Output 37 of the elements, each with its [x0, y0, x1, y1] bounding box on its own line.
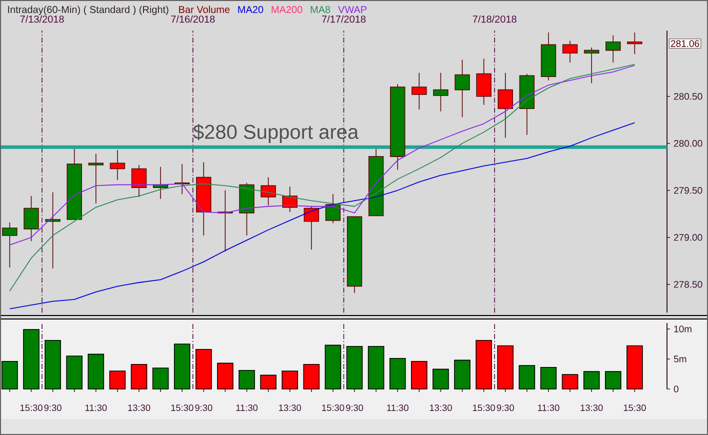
x-tick-label: 13:30: [128, 404, 150, 412]
text: 7/17/2018: [322, 15, 366, 23]
x-tick-label: 15:30: [624, 404, 646, 412]
x-tick-label: 9:30: [496, 404, 514, 412]
x-tick-label: 9:30: [195, 404, 212, 412]
x-tick-label: 13:30: [279, 404, 302, 412]
chart-subtitle: Bar Volume: [179, 6, 230, 14]
x-tick-label: 9:30: [44, 404, 62, 412]
x-tick-label: 15:30: [171, 404, 194, 412]
y-tick-label: 279.00: [674, 234, 702, 241]
y-tick-label: 280.50: [674, 93, 702, 100]
y-tick-label: 278.50: [674, 281, 702, 288]
y-tick-label: 0: [674, 386, 678, 392]
x-tick-label: 15:30: [20, 404, 42, 412]
text: 281.06: [670, 40, 700, 47]
ref-line-label: $280 Support area: [193, 124, 359, 143]
text: 7/13/2018: [20, 15, 64, 23]
y-tick-label: 10m: [674, 326, 692, 332]
text: 7/16/2018: [171, 15, 215, 23]
x-tick-label: 13:30: [580, 404, 603, 412]
chart-title: Intraday(60-Min) ( Standard ) (Right): [8, 6, 168, 16]
x-tick-label: 11:30: [236, 404, 258, 412]
x-tick-label: 11:30: [538, 404, 560, 412]
x-tick-label: 15:30: [322, 404, 344, 412]
text: MA8: [310, 6, 330, 14]
x-tick-label: 9:30: [346, 404, 364, 412]
x-tick-label: 13:30: [430, 404, 452, 412]
y-tick-label: 5m: [674, 356, 686, 362]
y-tick-label: 279.50: [674, 187, 702, 194]
x-tick-label: 11:30: [387, 404, 408, 412]
text: MA20: [238, 6, 264, 14]
y-tick-label: 280.00: [674, 140, 702, 147]
x-tick-label: 11:30: [85, 404, 107, 412]
text: 7/18/2018: [472, 15, 516, 23]
text: VWAP: [338, 6, 367, 13]
x-tick-label: 15:30: [473, 404, 495, 412]
legend-label: MA200: [272, 6, 302, 14]
